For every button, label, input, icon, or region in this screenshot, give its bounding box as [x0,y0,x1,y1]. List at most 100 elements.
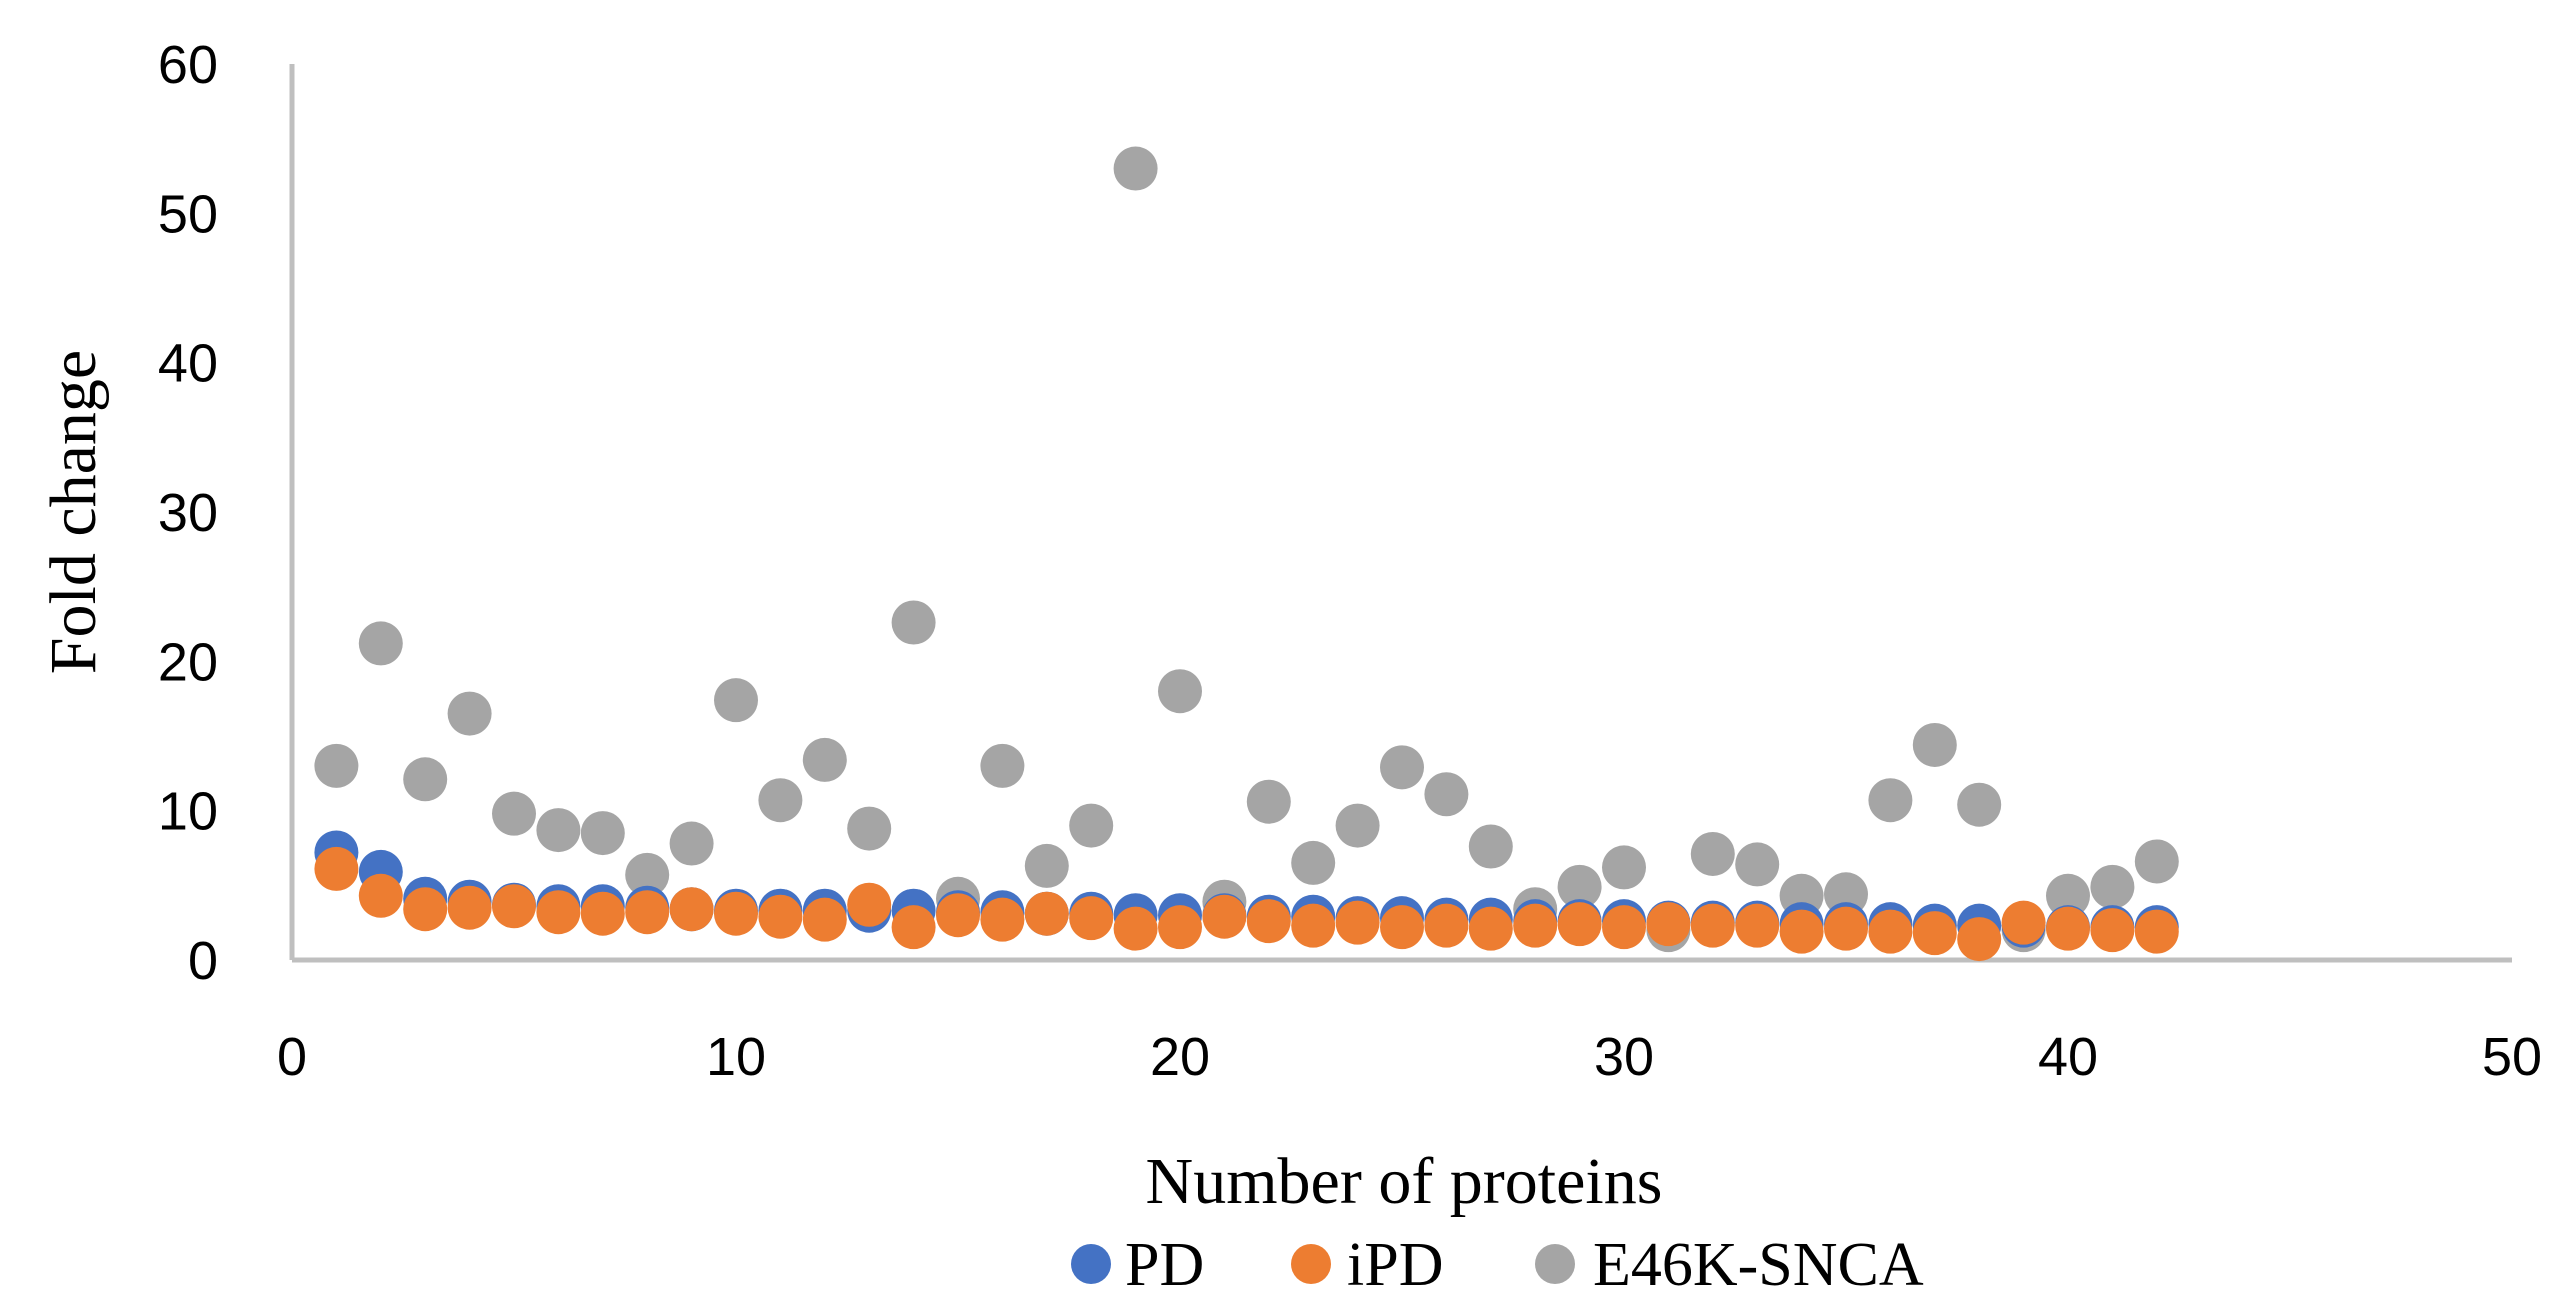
point-e46k-snca [802,737,847,782]
point-e46k-snca [1291,840,1336,885]
y-tick-label: 20 [158,632,218,692]
point-ipd [1602,905,1646,950]
point-ipd [580,891,625,936]
point-ipd [847,882,892,927]
point-e46k-snca [536,808,581,853]
y-tick-label: 30 [158,483,218,543]
point-ipd [1557,902,1602,947]
point-e46k-snca [1246,779,1291,824]
point-ipd [1912,911,1957,956]
point-ipd [802,897,847,942]
point-e46k-snca [314,743,359,788]
point-ipd [1735,903,1780,948]
point-ipd [358,873,403,918]
point-e46k-snca [1380,745,1424,790]
point-e46k-snca [1735,842,1780,887]
point-e46k-snca [447,691,492,736]
point-ipd [1335,900,1380,945]
y-tick-label: 50 [158,184,218,244]
y-tick-label: 0 [188,931,218,991]
y-tick-label: 10 [158,782,218,842]
point-e46k-snca [1024,843,1069,888]
point-e46k-snca [1957,782,2002,827]
point-ipd [1024,891,1069,936]
point-e46k-snca [1868,778,1913,823]
point-ipd [1646,902,1691,947]
point-ipd [1690,903,1735,948]
x-tick-label: 50 [2482,1027,2542,1087]
point-e46k-snca [980,743,1025,788]
point-ipd [980,897,1025,942]
point-e46k-snca [1335,803,1380,848]
legend: PD iPD E46K-SNCA [1071,1231,1924,1299]
point-e46k-snca [1424,772,1469,817]
point-ipd [625,890,670,935]
point-e46k-snca [1158,669,1202,714]
point-e46k-snca [625,852,670,897]
legend-marker-ipd [1291,1244,1331,1284]
x-tick-label: 20 [1150,1027,1210,1087]
legend-label-e46k-snca: E46K-SNCA [1593,1231,1924,1299]
point-ipd [1069,896,1114,941]
legend-marker-e46k-snca [1535,1244,1575,1284]
point-e46k-snca [403,757,448,802]
x-tick-labels: 0 10 20 30 40 50 [277,1027,2542,1087]
point-ipd [492,884,536,929]
x-axis-title: Number of proteins [1146,1145,1663,1218]
point-ipd [1424,903,1469,948]
point-ipd [403,887,448,932]
point-ipd [1957,917,2002,962]
point-ipd [2001,900,2046,945]
point-e46k-snca [1468,824,1513,869]
point-ipd [2046,906,2090,951]
point-e46k-snca [1912,722,1957,767]
axes-layer [289,64,2512,963]
point-e46k-snca [891,600,936,645]
point-ipd [1779,909,1824,954]
point-e46k-snca [358,621,403,666]
x-tick-label: 0 [277,1027,307,1087]
point-ipd [1380,905,1424,950]
y-axis-title: Fold change [37,350,110,674]
legend-label-ipd: iPD [1347,1231,1443,1299]
x-tick-label: 30 [1594,1027,1654,1087]
point-ipd [1291,903,1336,948]
point-ipd [314,846,359,891]
y-tick-label: 60 [158,35,218,95]
y-tick-labels: 0 10 20 30 40 50 60 [158,35,218,991]
point-ipd [447,885,492,930]
y-tick-label: 40 [158,334,218,394]
point-e46k-snca [669,821,714,866]
legend-label-pd: PD [1125,1231,1204,1299]
point-ipd [1868,909,1913,954]
point-ipd [1824,906,1868,951]
x-tick-label: 40 [2038,1027,2098,1087]
data-points [314,146,2179,962]
point-e46k-snca [2134,839,2179,884]
point-ipd [714,891,758,936]
legend-marker-pd [1071,1244,1111,1284]
point-e46k-snca [847,806,892,851]
point-ipd [936,893,980,938]
point-e46k-snca [2046,873,2090,918]
point-ipd [1113,906,1158,951]
point-ipd [758,894,803,939]
point-e46k-snca [758,778,803,823]
point-ipd [1246,899,1291,944]
point-ipd [1513,903,1558,948]
point-ipd [1158,905,1202,950]
point-e46k-snca [1557,864,1602,909]
x-tick-label: 10 [706,1027,766,1087]
point-e46k-snca [580,811,625,856]
point-e46k-snca [714,678,758,723]
point-e46k-snca [1069,803,1114,848]
point-ipd [1202,894,1247,939]
point-ipd [2134,909,2179,954]
point-e46k-snca [1113,146,1158,191]
point-e46k-snca [492,791,536,836]
point-e46k-snca [1602,845,1646,890]
point-e46k-snca [1690,831,1735,876]
point-ipd [1468,906,1513,951]
